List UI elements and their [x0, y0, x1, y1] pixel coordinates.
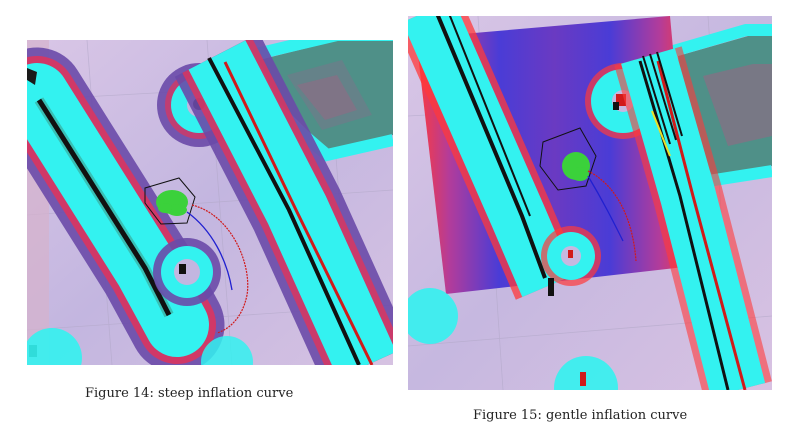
costmap-steep-svg	[0, 29, 411, 388]
lobe-free	[174, 259, 200, 285]
local-plan	[587, 175, 624, 242]
block-inscribed-top	[668, 24, 778, 58]
figure-15-caption: Figure 15: gentle inflation curve	[473, 408, 688, 423]
left-wall	[395, 0, 581, 300]
robot-particles	[156, 190, 188, 216]
unknown-block-core	[297, 75, 357, 120]
unknown-block-core	[703, 64, 772, 146]
robot-particles	[562, 152, 590, 181]
local-plan	[186, 211, 233, 291]
robot-footprint	[144, 177, 196, 225]
bottom-lethal	[548, 278, 554, 296]
figure-14-caption: Figure 14: steep inflation curve	[85, 386, 294, 401]
lobe-obstacle	[568, 250, 573, 258]
yellow-mark	[651, 110, 671, 157]
lobe-obstacle	[179, 264, 186, 274]
right-wall	[585, 46, 772, 399]
robot-footprint	[539, 127, 597, 191]
costmap-gentle-svg	[395, 0, 778, 420]
global-plan	[191, 204, 249, 334]
left-wall	[0, 47, 225, 373]
bottom-inscribed	[402, 288, 458, 344]
edge-obstacle	[27, 68, 37, 85]
global-plan	[587, 170, 637, 262]
bottom-obstacle	[580, 372, 586, 386]
right-wall	[157, 33, 411, 385]
lethal-lines	[642, 51, 683, 145]
figure-15-image	[395, 0, 778, 420]
figure-14-image	[0, 29, 411, 388]
